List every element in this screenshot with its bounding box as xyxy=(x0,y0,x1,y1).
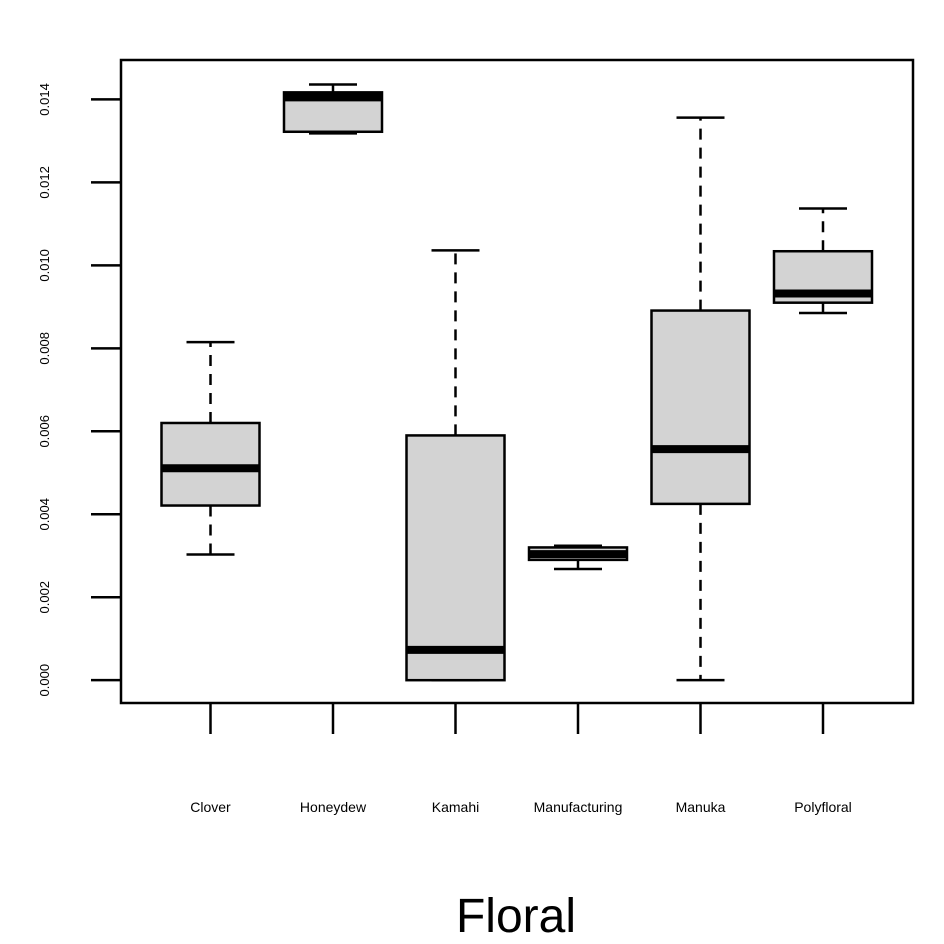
x-axis: Clover Honeydew Kamahi Manufacturing Manuka P… xyxy=(190,703,852,815)
plot-area-frame xyxy=(119,58,915,705)
box-honeydew xyxy=(282,83,384,135)
box-clover xyxy=(160,340,261,556)
interquartile-box xyxy=(650,309,751,506)
x-tick-label-clover: Clover xyxy=(190,799,231,815)
x-tick-label-honeydew: Honeydew xyxy=(300,799,367,815)
x-tick-label-manufacturing: Manufacturing xyxy=(534,799,623,815)
box-manufacturing xyxy=(527,544,629,571)
y-tick-label: 0.002 xyxy=(37,581,52,614)
x-axis-title: Floral xyxy=(456,890,576,943)
y-tick-label: 0.006 xyxy=(37,415,52,448)
box-polyfloral xyxy=(772,207,874,315)
y-axis: 0.000 0.002 0.004 0.006 0.008 0.010 0.012 0.014 xyxy=(37,83,121,696)
box-manuka xyxy=(650,116,751,682)
y-tick-label: 0.014 xyxy=(37,83,52,116)
x-tick-label-kamahi: Kamahi xyxy=(432,799,479,815)
boxes-group xyxy=(160,83,874,682)
y-tick-label: 0.008 xyxy=(37,332,52,365)
y-tick-label: 0.010 xyxy=(37,249,52,282)
y-tick-label: 0.000 xyxy=(37,664,52,697)
interquartile-box xyxy=(405,434,506,682)
x-tick-label-polyfloral: Polyfloral xyxy=(794,799,852,815)
y-tick-label: 0.012 xyxy=(37,166,52,199)
y-tick-label: 0.004 xyxy=(37,498,52,531)
box-kamahi xyxy=(405,249,506,682)
x-tick-label-manuka: Manuka xyxy=(676,799,726,815)
